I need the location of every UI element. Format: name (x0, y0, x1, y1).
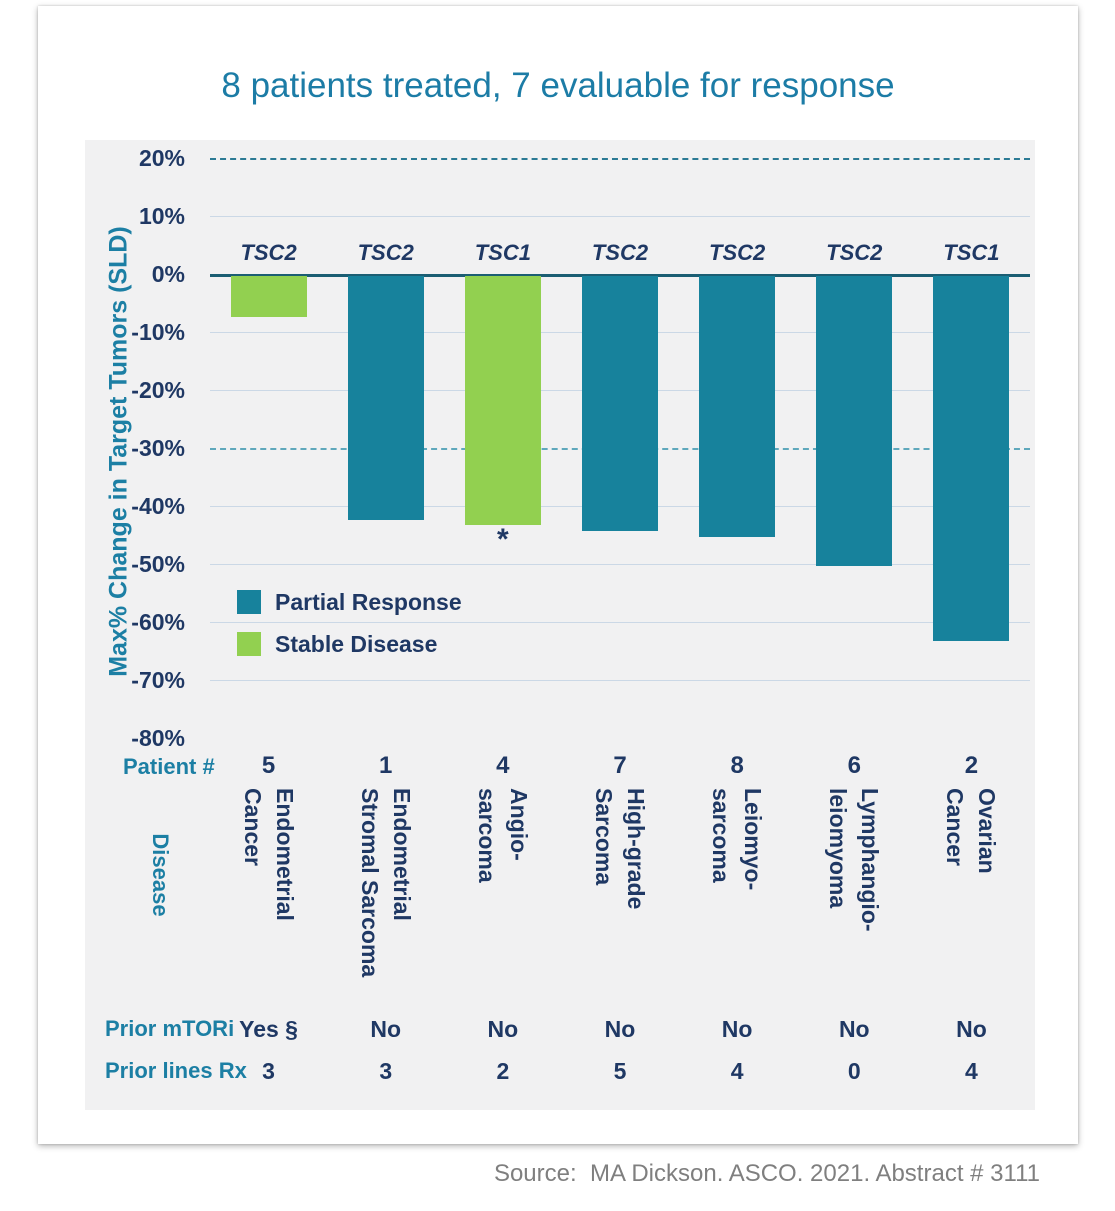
disease-cell: Endometrial Cancer (210, 788, 327, 1020)
prior-mtori-row-label: Prior mTORi (105, 1016, 235, 1041)
legend: Partial Response Stable Disease (237, 588, 462, 672)
legend-label: Partial Response (275, 588, 462, 615)
disease-row-label: Disease (148, 833, 173, 917)
y-tick-label: -60% (131, 609, 185, 635)
prior-lines-row-label: Prior lines Rx (105, 1058, 247, 1083)
mutation-label: TSC2 (709, 240, 766, 265)
y-tick-label: 20% (138, 145, 185, 171)
mutation-label: TSC2 (591, 240, 649, 265)
disease-name: Lymphangio- leiomyoma (825, 788, 884, 932)
response-bar (816, 276, 893, 566)
mutation-label: TSC2 (826, 240, 883, 265)
response-bar (581, 276, 658, 532)
footnote-marker: * (497, 523, 509, 557)
disease-cell: Lymphangio- leiomyoma (796, 788, 913, 1020)
columns-layer: TSC2 TSC2 TSC1 * TSC2 TSC2 TSC2 TSC1 (210, 158, 1030, 738)
prior-lines-cell: 3 (379, 1058, 393, 1084)
disease-cell: Endometrial Stromal Sarcoma (327, 788, 444, 1020)
prior-mtori-row: Yes § No No No No No No (210, 1016, 1030, 1043)
prior-mtori-cell: No (487, 1016, 519, 1042)
disease-cell: High-grade Sarcoma (561, 788, 678, 1020)
gridline (210, 158, 1030, 160)
chart-panel: Max% Change in Target Tumors (SLD) 20% 10… (85, 140, 1035, 1110)
patient-number-cell: 4 (496, 752, 510, 779)
legend-swatch (237, 590, 261, 614)
disease-cell: Ovarian Cancer (913, 788, 1030, 1020)
y-tick-label: -10% (131, 319, 185, 345)
prior-mtori-cell: No (721, 1016, 753, 1042)
prior-mtori-cell: No (838, 1016, 870, 1042)
legend-item: Stable Disease (237, 630, 462, 658)
gridline (210, 680, 1030, 681)
patient-number-cell: 8 (730, 752, 744, 779)
patient-column: TSC2 (210, 158, 327, 738)
prior-lines-cell: 3 (262, 1058, 275, 1084)
disease-name: Angio- sarcoma (473, 788, 532, 883)
response-bar (699, 276, 776, 537)
disease-name: Leiomyo- sarcoma (708, 788, 767, 891)
y-tick-label: 0% (151, 261, 185, 287)
prior-lines-cell: 4 (965, 1058, 978, 1084)
disease-name: Endometrial Cancer (239, 788, 298, 921)
prior-lines-cell: 5 (613, 1058, 627, 1084)
y-tick-label: -70% (131, 667, 185, 693)
response-bar (933, 276, 1010, 642)
prior-lines-cell: 2 (496, 1058, 510, 1084)
disease-name: Endometrial Stromal Sarcoma (356, 788, 415, 978)
patient-number-cell: 2 (964, 752, 979, 779)
y-tick-label: -50% (131, 551, 185, 577)
page-title: 8 patients treated, 7 evaluable for resp… (221, 66, 895, 105)
disease-name: High-grade Sarcoma (590, 788, 649, 910)
disease-cell: Leiomyo- sarcoma (679, 788, 796, 1020)
plot-area: TSC2 TSC2 TSC1 * TSC2 TSC2 TSC2 TSC1 Partial Re… (210, 158, 1030, 738)
legend-item: Partial Response (237, 588, 462, 616)
y-tick-label: -40% (131, 493, 185, 519)
mutation-label: TSC1 (943, 240, 1000, 265)
gridline (210, 216, 1030, 217)
patient-column: TSC2 (796, 158, 913, 738)
y-tick-label: -20% (131, 377, 185, 403)
prior-mtori-cell: No (604, 1016, 636, 1042)
slide-card: 8 patients treated, 7 evaluable for resp… (38, 6, 1078, 1144)
prior-mtori-cell: Yes § (239, 1016, 298, 1042)
mutation-label: TSC1 (474, 240, 531, 265)
response-bar (230, 276, 307, 317)
prior-lines-cell: 0 (847, 1058, 861, 1084)
patient-number-cell: 5 (261, 752, 276, 779)
patient-column: TSC2 (327, 158, 444, 738)
y-tick-label: 10% (138, 203, 185, 229)
patient-column: TSC1 * (444, 158, 561, 738)
patient-number-cell: 1 (379, 752, 393, 779)
legend-swatch (237, 632, 261, 656)
patient-number-cell: 6 (847, 752, 861, 779)
gridline (210, 622, 1030, 623)
source-citation: Source: MA Dickson. ASCO. 2021. Abstract… (493, 1160, 1040, 1187)
prior-mtori-cell: No (956, 1016, 987, 1042)
disease-name: Ovarian Cancer (942, 788, 1001, 874)
patient-row: 5 1 4 7 8 6 2 (210, 752, 1030, 780)
disease-cell: Angio- sarcoma (444, 788, 561, 1020)
patient-column: TSC2 (561, 158, 678, 738)
disease-row: Endometrial Cancer Endometrial Stromal Sa… (210, 788, 1030, 1020)
y-axis-ticks: 20% 10% 0% -10% -20% -30% -40% -50% -60% -70% -80% (85, 145, 195, 751)
response-bar (347, 276, 424, 520)
patient-column: TSC2 (679, 158, 796, 738)
y-tick-label: -30% (131, 435, 185, 461)
response-bar (464, 276, 541, 526)
mutation-label: TSC2 (240, 240, 297, 265)
patient-column: TSC1 (913, 158, 1030, 738)
prior-lines-row: 3 3 2 5 4 0 4 (210, 1058, 1030, 1085)
gridline (210, 274, 1030, 277)
patient-row-label: Patient # (123, 754, 215, 779)
y-tick-label: -80% (131, 725, 185, 751)
prior-mtori-cell: No (370, 1016, 402, 1042)
prior-lines-cell: 4 (730, 1058, 744, 1084)
legend-label: Stable Disease (275, 630, 438, 657)
mutation-label: TSC2 (357, 240, 414, 265)
gridline (210, 564, 1030, 565)
patient-number-cell: 7 (613, 752, 627, 779)
